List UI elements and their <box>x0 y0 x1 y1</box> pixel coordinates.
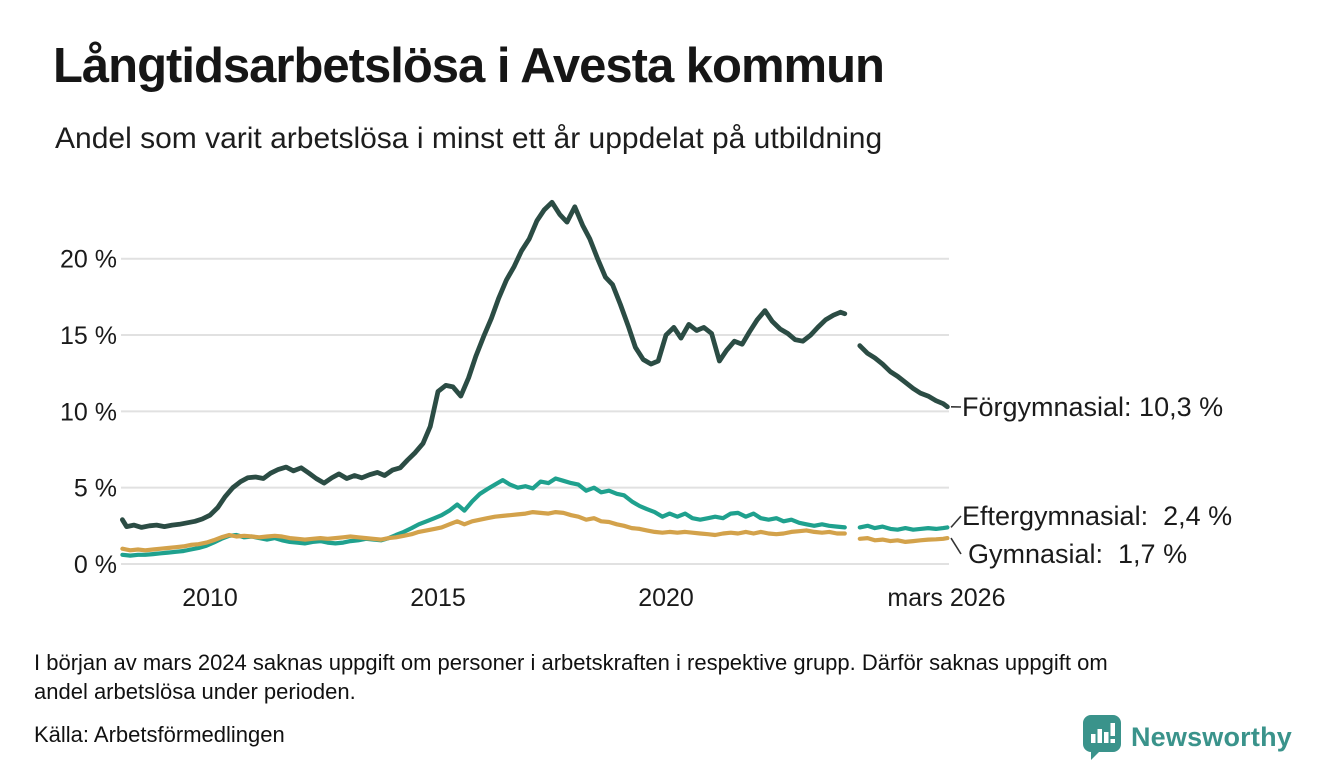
y-tick-label: 5 % <box>74 475 117 503</box>
x-tick-label: 2020 <box>638 584 694 612</box>
newsworthy-branding: Newsworthy <box>1082 714 1292 760</box>
series-line-gymnasial <box>120 510 950 553</box>
series-line-frgymnasial <box>120 199 950 530</box>
y-tick-label: 15 % <box>60 322 117 350</box>
footnote-line-1: I början av mars 2024 saknas uppgift om … <box>34 650 1108 675</box>
x-tick-label: 2015 <box>410 584 466 612</box>
series-line-eftergymnasial <box>120 476 950 558</box>
y-tick-label: 0 % <box>74 551 117 579</box>
series-end-label-eftergymnasial: Eftergymnasial: 2,4 % <box>962 501 1233 531</box>
newsworthy-chart-bubble-icon <box>1082 714 1122 760</box>
label-connector-eftergymnasial <box>950 515 962 528</box>
label-connector-gymnasial <box>950 537 962 555</box>
series-end-label-gymnasial: Gymnasial: 1,7 % <box>968 539 1188 569</box>
chart-title: Långtidsarbetslösa i Avesta kommun <box>53 39 885 93</box>
series-end-label-forgymnasial: Förgymnasial: 10,3 % <box>962 392 1224 422</box>
line-chart: 0 % 5 % 10 % 15 % 20 % 2010 2015 2020 mars 2026 <box>60 199 1006 612</box>
y-tick-label: 20 % <box>60 246 117 274</box>
x-tick-label: 2010 <box>182 584 238 612</box>
chart-subtitle: Andel som varit arbetslösa i minst ett å… <box>55 122 883 155</box>
newsworthy-wordmark: Newsworthy <box>1130 721 1292 752</box>
footnote-line-2: andel arbetslösa under perioden. <box>34 679 356 704</box>
source-credit: Källa: Arbetsförmedlingen <box>34 722 285 747</box>
y-tick-label: 10 % <box>60 398 117 426</box>
footnote: I början av mars 2024 saknas uppgift om … <box>34 648 1108 706</box>
x-tick-label: mars 2026 <box>887 584 1005 612</box>
